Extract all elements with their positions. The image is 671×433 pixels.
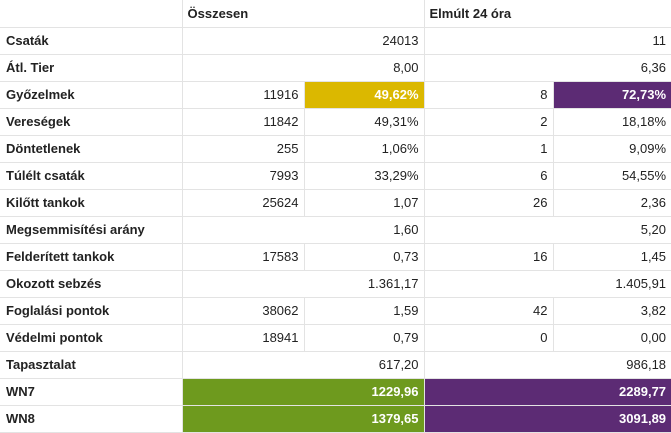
last24-pct: 54,55% bbox=[552, 161, 671, 190]
last24-count: 16 bbox=[423, 242, 554, 271]
row-kilott-tankok: Kilőtt tankok 25624 1,07 26 2,36 bbox=[0, 188, 671, 217]
row-felderitett-tankok: Felderített tankok 17583 0,73 16 1,45 bbox=[0, 242, 671, 271]
last24-count: 2 bbox=[423, 107, 554, 136]
last24-value-highlight: 3091,89 bbox=[423, 404, 671, 433]
total-count: 18941 bbox=[181, 323, 305, 352]
last24-pct: 1,45 bbox=[552, 242, 671, 271]
total-count: 25624 bbox=[181, 188, 305, 217]
row-label: Átl. Tier bbox=[0, 53, 183, 82]
row-label: WN7 bbox=[0, 377, 183, 406]
row-wn7: WN7 1229,96 2289,77 bbox=[0, 377, 671, 406]
row-veresegek: Vereségek 11842 49,31% 2 18,18% bbox=[0, 107, 671, 136]
row-label: Csaták bbox=[0, 26, 183, 55]
row-vedelmi-pontok: Védelmi pontok 18941 0,79 0 0,00 bbox=[0, 323, 671, 352]
last24-value: 6,36 bbox=[423, 53, 671, 82]
row-label: Foglalási pontok bbox=[0, 296, 183, 325]
header-row: Összesen Elmúlt 24 óra bbox=[0, 0, 671, 28]
total-count: 255 bbox=[181, 134, 305, 163]
total-value: 8,00 bbox=[181, 53, 425, 82]
row-dontetlenek: Döntetlenek 255 1,06% 1 9,09% bbox=[0, 134, 671, 163]
last24-pct: 2,36 bbox=[552, 188, 671, 217]
row-tapasztalat: Tapasztalat 617,20 986,18 bbox=[0, 350, 671, 379]
row-label: Győzelmek bbox=[0, 80, 183, 109]
last24-pct: 3,82 bbox=[552, 296, 671, 325]
row-tulelt-csatak: Túlélt csaták 7993 33,29% 6 54,55% bbox=[0, 161, 671, 190]
last24-count: 1 bbox=[423, 134, 554, 163]
row-label: Vereségek bbox=[0, 107, 183, 136]
last24-pct-highlight: 72,73% bbox=[552, 80, 671, 109]
total-count: 17583 bbox=[181, 242, 305, 271]
total-value: 1,60 bbox=[181, 215, 425, 244]
row-okozott-sebzes: Okozott sebzés 1.361,17 1.405,91 bbox=[0, 269, 671, 298]
row-label: Túlélt csaták bbox=[0, 161, 183, 190]
total-pct: 49,31% bbox=[303, 107, 425, 136]
total-value: 1.361,17 bbox=[181, 269, 425, 298]
row-megsemmisitesi-arany: Megsemmisítési arány 1,60 5,20 bbox=[0, 215, 671, 244]
total-value: 24013 bbox=[181, 26, 425, 55]
row-wn8: WN8 1379,65 3091,89 bbox=[0, 404, 671, 433]
total-pct-highlight: 49,62% bbox=[303, 80, 425, 109]
last24-pct: 18,18% bbox=[552, 107, 671, 136]
row-label: Kilőtt tankok bbox=[0, 188, 183, 217]
last24-count: 8 bbox=[423, 80, 554, 109]
last24-count: 42 bbox=[423, 296, 554, 325]
total-count: 11916 bbox=[181, 80, 305, 109]
row-label: Tapasztalat bbox=[0, 350, 183, 379]
last24-value-highlight: 2289,77 bbox=[423, 377, 671, 406]
total-pct: 1,06% bbox=[303, 134, 425, 163]
last24-pct: 9,09% bbox=[552, 134, 671, 163]
total-count: 7993 bbox=[181, 161, 305, 190]
row-gyozelmek: Győzelmek 11916 49,62% 8 72,73% bbox=[0, 80, 671, 109]
last24-count: 26 bbox=[423, 188, 554, 217]
total-count: 38062 bbox=[181, 296, 305, 325]
total-pct: 0,79 bbox=[303, 323, 425, 352]
total-value-highlight: 1379,65 bbox=[181, 404, 425, 433]
row-label: Védelmi pontok bbox=[0, 323, 183, 352]
total-pct: 33,29% bbox=[303, 161, 425, 190]
header-empty bbox=[0, 0, 183, 28]
header-last24: Elmúlt 24 óra bbox=[423, 0, 671, 28]
total-count: 11842 bbox=[181, 107, 305, 136]
row-label: Okozott sebzés bbox=[0, 269, 183, 298]
row-label: Döntetlenek bbox=[0, 134, 183, 163]
row-label: Felderített tankok bbox=[0, 242, 183, 271]
last24-value: 11 bbox=[423, 26, 671, 55]
last24-value: 986,18 bbox=[423, 350, 671, 379]
last24-value: 5,20 bbox=[423, 215, 671, 244]
total-pct: 1,07 bbox=[303, 188, 425, 217]
last24-pct: 0,00 bbox=[552, 323, 671, 352]
row-foglalasi-pontok: Foglalási pontok 38062 1,59 42 3,82 bbox=[0, 296, 671, 325]
total-value: 617,20 bbox=[181, 350, 425, 379]
row-atl-tier: Átl. Tier 8,00 6,36 bbox=[0, 53, 671, 82]
last24-count: 6 bbox=[423, 161, 554, 190]
last24-count: 0 bbox=[423, 323, 554, 352]
row-label: WN8 bbox=[0, 404, 183, 433]
row-label: Megsemmisítési arány bbox=[0, 215, 183, 244]
row-csatak: Csaták 24013 11 bbox=[0, 26, 671, 55]
total-pct: 0,73 bbox=[303, 242, 425, 271]
total-pct: 1,59 bbox=[303, 296, 425, 325]
total-value-highlight: 1229,96 bbox=[181, 377, 425, 406]
header-total: Összesen bbox=[181, 0, 425, 28]
last24-value: 1.405,91 bbox=[423, 269, 671, 298]
